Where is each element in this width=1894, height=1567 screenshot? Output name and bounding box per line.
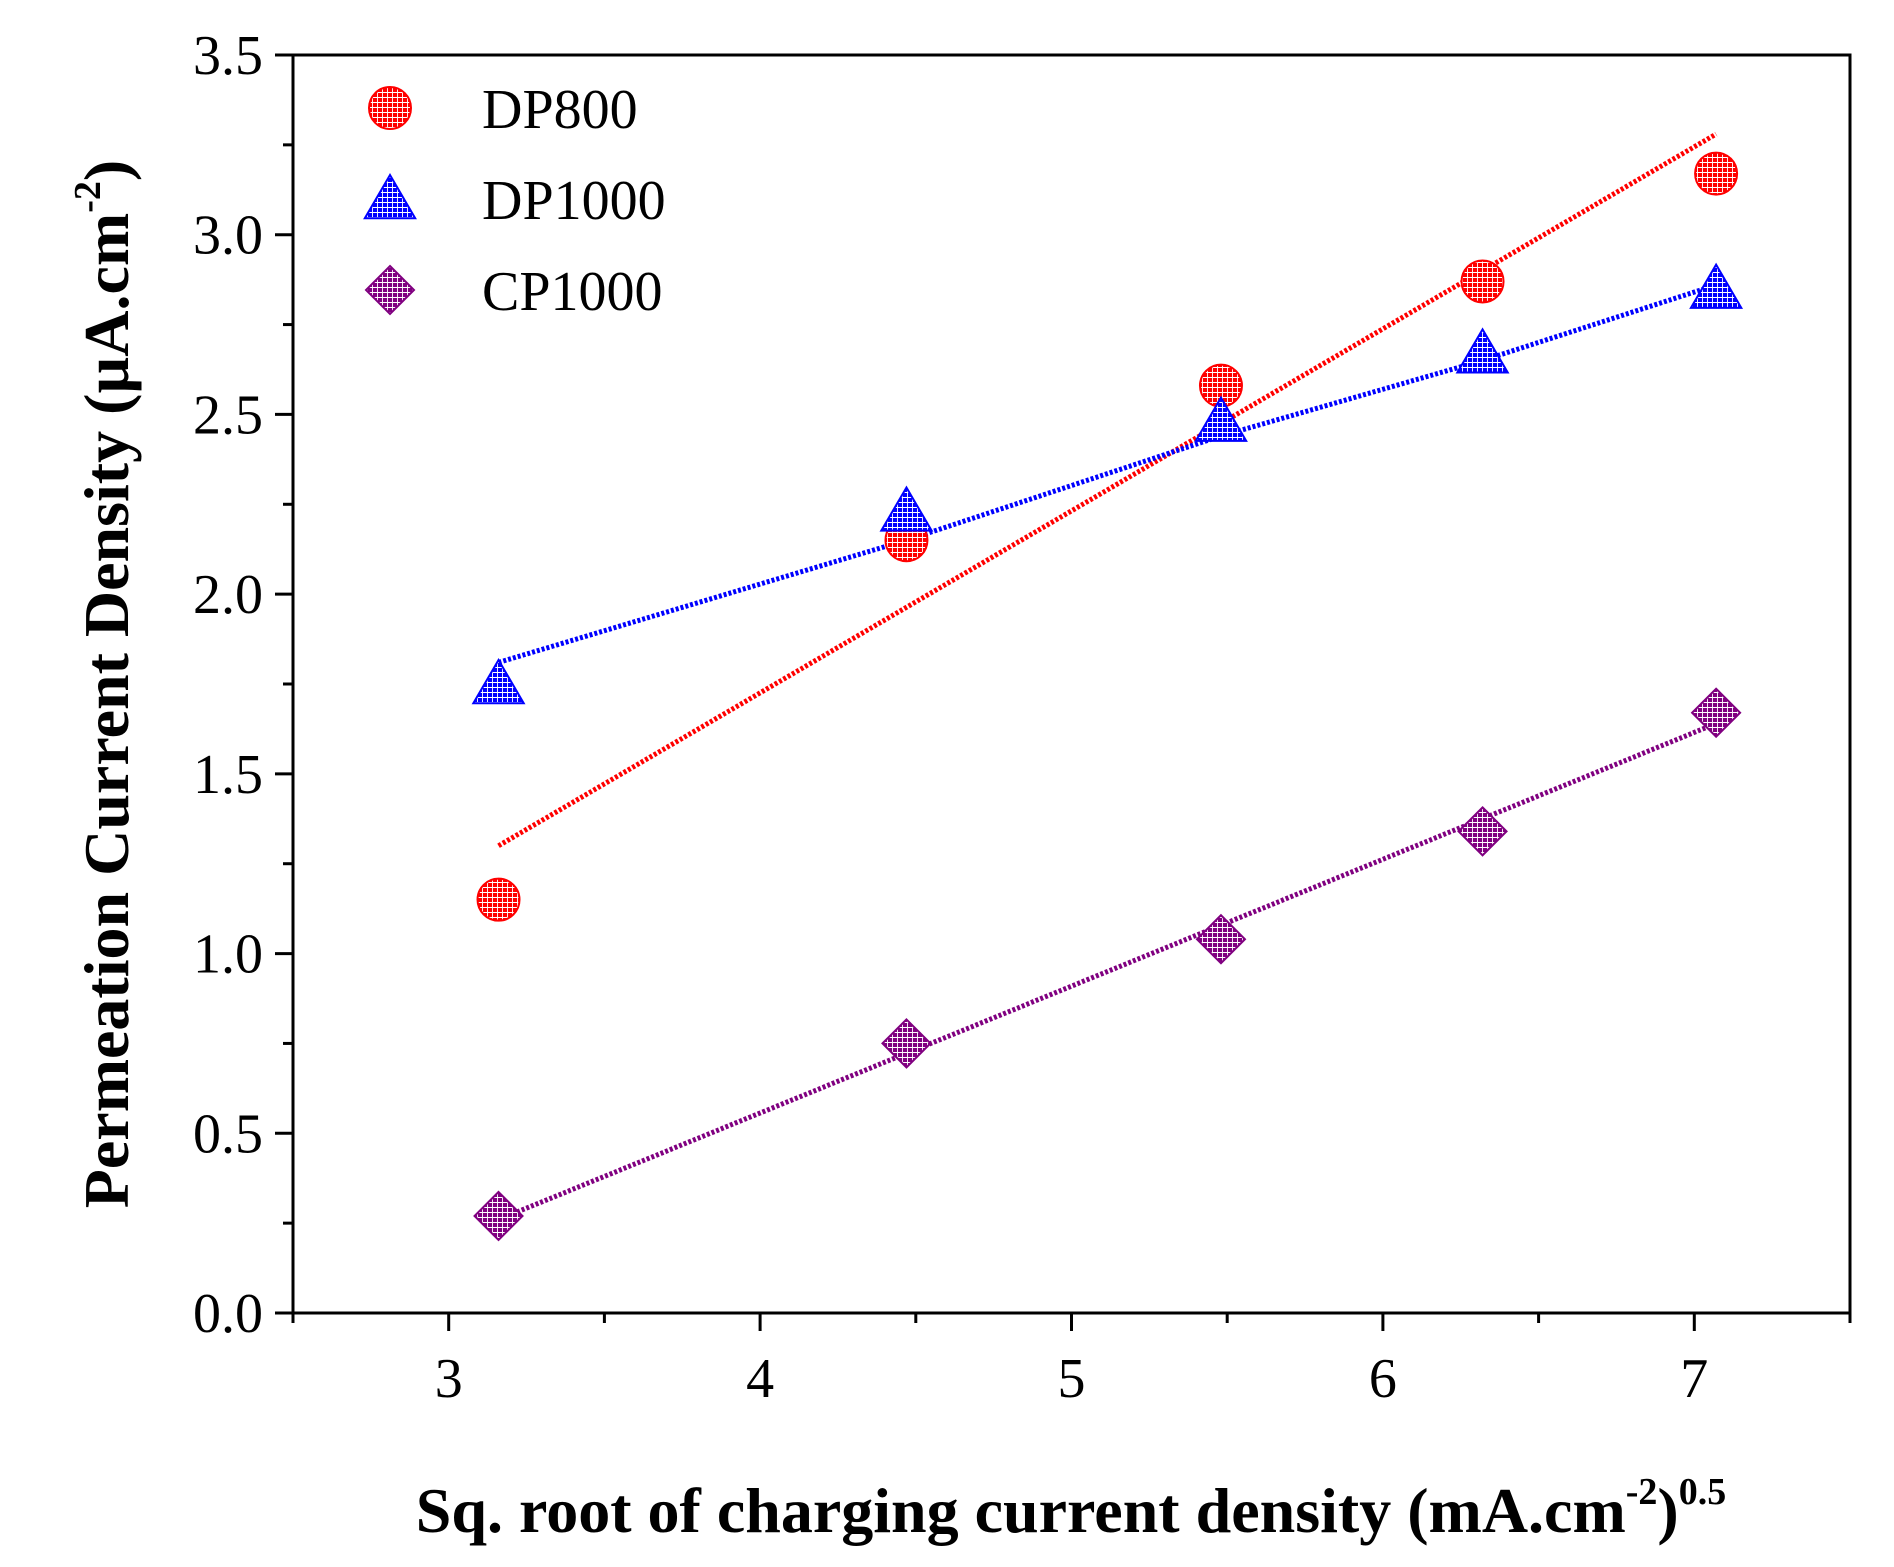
y-tick-label: 3.5 [193,25,263,87]
x-axis-title-close: ) [1657,1475,1678,1546]
y-axis-title: Permeation Current Density (µA.cm-2) [67,160,142,1208]
y-axis-title-main: Permeation Current Density (µA.cm [71,213,142,1208]
cp1000-point [881,1018,932,1069]
legend-symbol-dp1000 [363,173,417,220]
plot-frame [291,53,1852,1315]
y-tick-label: 1.5 [193,744,263,806]
y-tick-label: 0.5 [193,1103,263,1165]
legend-symbol-cp1000 [364,264,416,316]
cp1000-point [1195,913,1247,965]
dp1000-point [1194,395,1248,442]
y-tick-label: 0.0 [193,1283,263,1345]
y-axis-title-sup: -2 [67,181,109,213]
x-tick-label: 3 [435,1348,463,1410]
dp1000-point [471,658,526,705]
dp800-point [1694,151,1739,196]
dp800-point [1460,259,1505,304]
legend-label-dp1000: DP1000 [482,170,666,232]
x-tick-label: 6 [1369,1348,1397,1410]
y-tick-label: 2.0 [193,564,263,626]
x-axis-title-sup2: 0.5 [1679,1471,1727,1513]
dp800-point [476,877,521,922]
y-tick-label: 3.0 [193,205,263,267]
y-axis-title-close: ) [71,160,142,181]
dp1000-point [1455,327,1510,374]
fit-lines [497,131,1718,1222]
legend: DP800 DP1000 CP1000 [363,79,666,323]
cp1000-point [1457,805,1508,857]
axis-ticks [275,53,1852,1331]
dp1000-point [879,485,934,532]
dp1000-fit-line [497,282,1717,665]
legend-label-dp800: DP800 [482,79,638,141]
x-axis-title: Sq. root of charging current density (mA… [416,1471,1726,1546]
dp800-fit-line [497,131,1718,848]
y-tick-label: 1.0 [193,924,263,986]
legend-symbol-dp800 [368,86,412,130]
x-axis-title-sup1: -2 [1626,1471,1658,1513]
axis-tick-labels: 3 4 5 6 7 0.0 0.5 1.0 1.5 2.0 2.5 3.0 3.5 [193,25,1708,1410]
x-tick-label: 4 [746,1348,774,1410]
y-tick-label: 2.5 [193,384,263,446]
legend-label-cp1000: CP1000 [482,261,663,323]
data-markers [471,151,1744,1242]
x-axis-title-main: Sq. root of charging current density (mA… [416,1475,1626,1546]
dp1000-point [1689,262,1744,309]
x-tick-label: 5 [1058,1348,1086,1410]
x-tick-label: 7 [1680,1348,1708,1410]
cp1000-point [1690,687,1742,739]
cp1000-fit-line [497,721,1718,1222]
cp1000-point [473,1190,524,1242]
